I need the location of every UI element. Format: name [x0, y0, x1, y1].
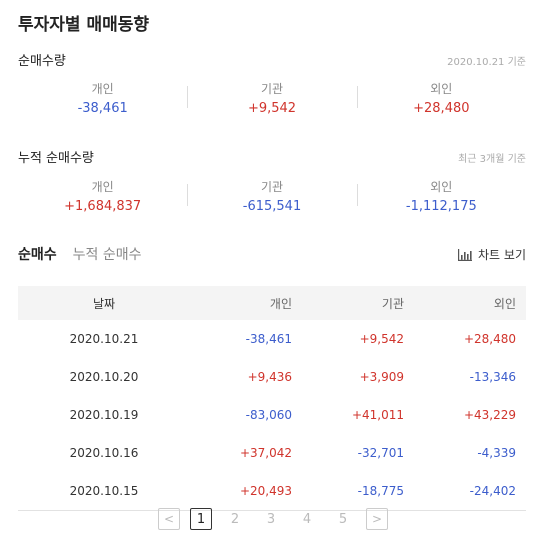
- stat-value: -38,461: [77, 101, 128, 116]
- cell-foreign: +43,229: [463, 408, 516, 422]
- cum-individual: 개인 +1,684,837: [18, 176, 187, 220]
- table-header-row: 날짜 개인 기관 외인: [18, 286, 526, 320]
- chart-view-label: 차트 보기: [478, 248, 526, 262]
- cell-institution: +3,909: [359, 370, 404, 384]
- cell-individual: +20,493: [190, 472, 302, 511]
- net-volume-date: 2020.10.21 기준: [447, 57, 526, 68]
- table-row: 2020.10.21 -38,461 +9,542 +28,480: [18, 320, 526, 358]
- stat-label: 개인: [91, 180, 114, 194]
- header-individual: 개인: [269, 296, 292, 311]
- header-date: 날짜: [92, 296, 116, 311]
- stat-value: +1,684,837: [64, 199, 142, 214]
- cell-date: 2020.10.19: [69, 408, 139, 422]
- widget-title: 투자자별 매매동향: [18, 15, 150, 35]
- stat-label: 기관: [260, 82, 284, 96]
- net-volume-stats: 개인 -38,461 기관 +9,542 외인 +28,480: [18, 78, 526, 122]
- cum-institution: 기관 -615,541: [187, 176, 356, 220]
- cell-date: 2020.10.21: [69, 332, 139, 346]
- stat-label: 외인: [430, 82, 453, 96]
- stat-label: 기관: [260, 180, 284, 194]
- table-row: 2020.10.19 -83,060 +41,011 +43,229: [18, 396, 526, 434]
- stat-value: +9,542: [247, 101, 297, 116]
- header-foreign: 외인: [493, 296, 516, 311]
- cell-individual: +9,436: [247, 370, 292, 384]
- table-row: 2020.10.16 +37,042 -32,701 -4,339: [18, 434, 526, 472]
- table-row: 2020.10.15 +20,493 -18,775 -24,402: [18, 472, 526, 511]
- net-foreign: 외인 +28,480: [356, 78, 526, 122]
- table-row: 2020.10.20 +9,436 +3,909 -13,346: [18, 358, 526, 396]
- page-1[interactable]: 1: [190, 508, 212, 530]
- cell-individual: -83,060: [245, 408, 292, 422]
- cell-date: 2020.10.16: [69, 446, 139, 460]
- stat-value: -615,541: [242, 199, 302, 214]
- cell-institution: +41,011: [351, 408, 404, 422]
- net-institution: 기관 +9,542: [187, 78, 356, 122]
- bar-chart-icon: [458, 248, 473, 261]
- cum-foreign: 외인 -1,112,175: [356, 176, 526, 220]
- pagination: < 1 2 3 4 5 >: [0, 508, 546, 530]
- stat-label: 외인: [430, 180, 453, 194]
- chart-view-button[interactable]: 차트 보기: [458, 246, 526, 263]
- view-tabs: 순매수 누적 순매수: [18, 244, 142, 264]
- cell-foreign: -24,402: [414, 472, 526, 511]
- prev-page-button[interactable]: <: [158, 508, 180, 530]
- page-2[interactable]: 2: [230, 511, 240, 527]
- stat-label: 개인: [91, 82, 114, 96]
- cell-date: 2020.10.20: [69, 370, 139, 384]
- next-page-button[interactable]: >: [366, 508, 388, 530]
- cell-institution: -18,775: [302, 472, 414, 511]
- cumulative-title: 누적 순매수량: [18, 151, 94, 166]
- cumulative-stats: 개인 +1,684,837 기관 -615,541 외인 -1,112,175: [18, 176, 526, 220]
- page-5[interactable]: 5: [338, 511, 348, 527]
- cell-individual: -38,461: [245, 332, 292, 346]
- cell-institution: +9,542: [359, 332, 404, 346]
- cell-foreign: -4,339: [477, 446, 516, 460]
- tab-cumulative-net-buy[interactable]: 누적 순매수: [72, 247, 142, 263]
- cell-date: 2020.10.15: [18, 472, 190, 511]
- stat-value: -1,112,175: [405, 199, 477, 214]
- tab-net-buy[interactable]: 순매수: [18, 247, 57, 263]
- trading-table: 날짜 개인 기관 외인 2020.10.21 -38,461 +9,542 +2…: [18, 286, 526, 511]
- cell-individual: +37,042: [239, 446, 292, 460]
- header-institution: 기관: [381, 296, 404, 311]
- page-4[interactable]: 4: [302, 511, 312, 527]
- cell-institution: -32,701: [357, 446, 404, 460]
- net-volume-title: 순매수량: [18, 54, 66, 69]
- cumulative-date: 최근 3개월 기준: [458, 154, 526, 165]
- cell-foreign: -13,346: [469, 370, 516, 384]
- stat-value: +28,480: [413, 101, 470, 116]
- net-individual: 개인 -38,461: [18, 78, 187, 122]
- cell-foreign: +28,480: [463, 332, 516, 346]
- page-3[interactable]: 3: [266, 511, 276, 527]
